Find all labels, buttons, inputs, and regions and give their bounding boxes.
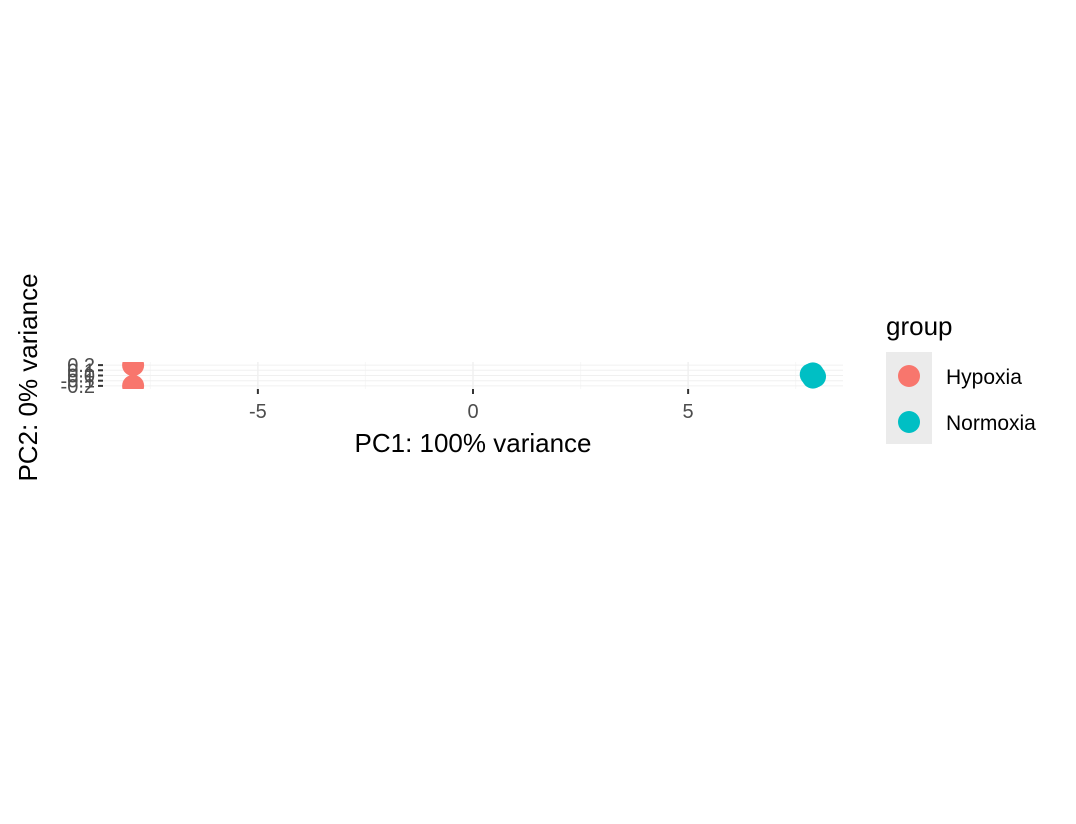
y-axis-ticks: -0.2-0.10.00.10.2 (61, 355, 103, 398)
x-tick-label: 0 (467, 401, 478, 423)
x-tick-label: 5 (683, 401, 694, 423)
point-hypoxia (122, 362, 145, 377)
x-tick-label: -5 (249, 401, 267, 423)
y-axis-title: PC2: 0% variance (13, 273, 43, 481)
y-tick-label: -0.2 (61, 376, 95, 398)
x-axis-ticks: -5 0 5 (249, 389, 694, 423)
point-normoxia (804, 365, 827, 388)
legend-label-normoxia: Normoxia (946, 412, 1036, 435)
y-tick-label: -0.1 (61, 371, 95, 393)
y-tick-label: 0.2 (67, 355, 95, 377)
x-axis-title: PC1: 100% variance (354, 428, 591, 458)
point-hypoxia (122, 374, 145, 389)
y-tick-label: 0.1 (67, 360, 95, 382)
legend-key-normoxia (898, 411, 920, 433)
data-points (122, 362, 827, 389)
legend-key-hypoxia (898, 365, 920, 387)
legend-title: group (886, 311, 953, 341)
legend: group Hypoxia Normoxia (886, 311, 1036, 444)
major-gridlines (103, 362, 843, 389)
legend-label-hypoxia: Hypoxia (946, 366, 1022, 389)
y-tick-label: 0.0 (67, 366, 95, 388)
